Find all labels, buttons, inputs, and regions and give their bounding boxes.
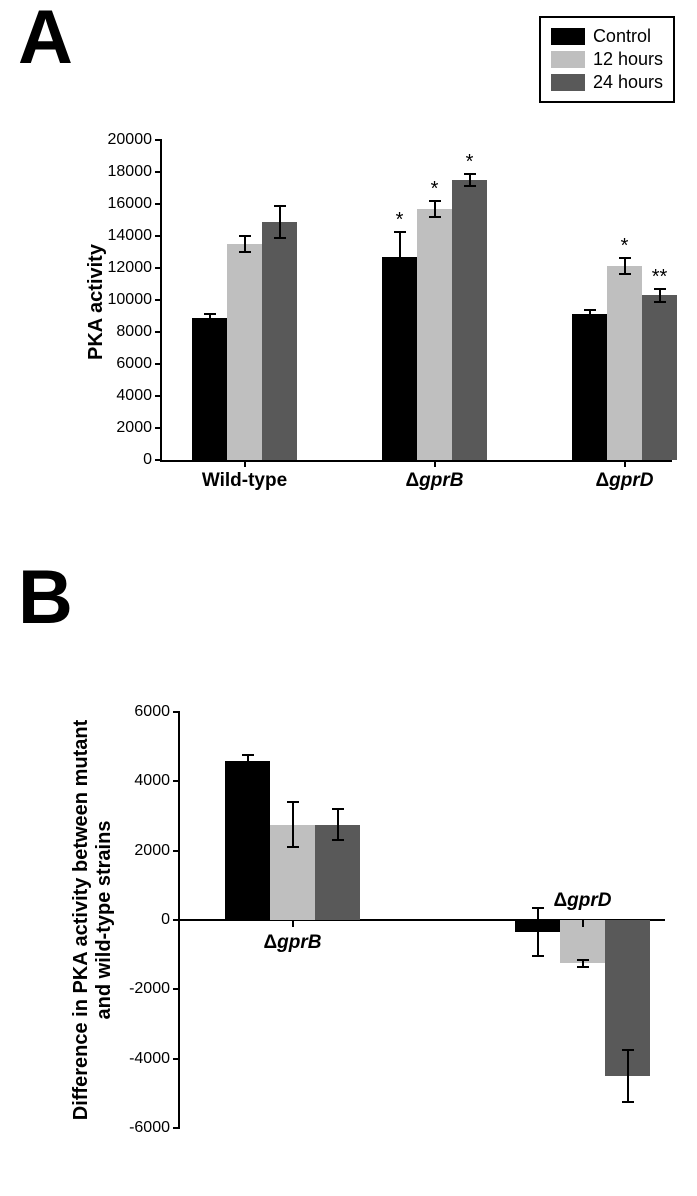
chart-b-errorbar — [537, 908, 539, 957]
chart-a-ytick-label: 2000 — [116, 419, 162, 437]
chart-a-group-label: ΔgprD — [596, 460, 654, 492]
chart-a-errorcap — [204, 313, 216, 315]
chart-a-errorcap — [394, 281, 406, 283]
chart-b-plot-area: -6000-4000-20000200040006000ΔgprBΔgprD — [178, 712, 665, 1128]
chart-b-bar — [225, 761, 270, 920]
chart-b-xtick — [582, 920, 584, 927]
chart-a-errorcap — [274, 205, 286, 207]
chart-a-errorcap — [464, 173, 476, 175]
chart-a-bar — [417, 209, 452, 460]
chart-b-errorbar — [337, 809, 339, 840]
legend-swatch-24h — [551, 74, 585, 91]
legend-label-12h: 12 hours — [593, 49, 663, 70]
chart-a-bar — [262, 222, 297, 460]
chart-a-errorcap — [274, 237, 286, 239]
chart-a-bar — [452, 180, 487, 460]
chart-b-ytick-label: -4000 — [129, 1050, 180, 1068]
chart-a-ytick-label: 12000 — [108, 259, 163, 277]
legend-box: Control 12 hours 24 hours — [539, 16, 675, 103]
chart-b-errorcap — [332, 839, 344, 841]
chart-a-bar — [642, 295, 677, 460]
legend-swatch-12h — [551, 51, 585, 68]
chart-a-errorbar — [279, 206, 281, 238]
chart-a-errorbar — [244, 236, 246, 252]
chart-a-significance-marker: * — [431, 179, 439, 199]
chart-a-errorcap — [619, 273, 631, 275]
chart-b-errorcap — [622, 1101, 634, 1103]
chart-a-errorcap — [429, 200, 441, 202]
figure-root: A Control 12 hours 24 hours 020004000600… — [0, 0, 697, 1196]
chart-b-errorcap — [532, 907, 544, 909]
chart-b-errorcap — [622, 1049, 634, 1051]
chart-a-ytick-label: 16000 — [108, 195, 163, 213]
chart-a-errorcap — [204, 321, 216, 323]
chart-a-ylabel: PKA activity — [85, 244, 108, 360]
chart-b-group-label: ΔgprB — [264, 932, 322, 954]
chart-a-errorbar — [624, 258, 626, 274]
chart-a-bar — [382, 257, 417, 460]
chart-a-errorcap — [239, 235, 251, 237]
chart-b-errorbar — [627, 1050, 629, 1102]
chart-a-errorcap — [654, 301, 666, 303]
chart-a-ytick-label: 0 — [143, 451, 162, 469]
chart-a-significance-marker: * — [396, 210, 404, 230]
chart-a-bar — [192, 318, 227, 460]
chart-a-bar — [227, 244, 262, 460]
chart-b-ytick-label: 2000 — [134, 842, 180, 860]
chart-a-errorcap — [394, 231, 406, 233]
chart-a-plot-area: 0200040006000800010000120001400016000180… — [160, 140, 672, 462]
chart-a-errorcap — [654, 288, 666, 290]
chart-a-ytick-label: 4000 — [116, 387, 162, 405]
chart-a-errorbar — [434, 201, 436, 217]
chart-a-errorbar — [399, 232, 401, 282]
chart-b-errorbar — [292, 802, 294, 847]
chart-b-errorcap — [287, 846, 299, 848]
chart-a-errorcap — [464, 185, 476, 187]
chart-a-significance-marker: ** — [652, 267, 668, 287]
chart-b-xtick — [292, 920, 294, 927]
legend-item-12h: 12 hours — [551, 49, 663, 70]
panel-letter-b: B — [18, 560, 73, 636]
chart-a-significance-marker: * — [466, 152, 474, 172]
legend-label-24h: 24 hours — [593, 72, 663, 93]
chart-b-ylabel: Difference in PKA activity between mutan… — [70, 705, 116, 1135]
chart-b: -6000-4000-20000200040006000ΔgprBΔgprD — [178, 712, 663, 1128]
chart-b-errorcap — [577, 959, 589, 961]
chart-b-ytick-label: -2000 — [129, 980, 180, 998]
chart-a-errorcap — [429, 216, 441, 218]
chart-b-errorcap — [332, 808, 344, 810]
chart-a-ytick-label: 8000 — [116, 323, 162, 341]
chart-b-group-label: ΔgprD — [554, 890, 612, 912]
chart-a-bar — [607, 266, 642, 460]
chart-b-ytick-label: 4000 — [134, 772, 180, 790]
chart-b-errorcap — [532, 955, 544, 957]
legend-item-control: Control — [551, 26, 663, 47]
chart-a-group-label: Wild-type — [202, 460, 287, 492]
chart-b-ytick-label: -6000 — [129, 1119, 180, 1137]
chart-a-errorcap — [239, 251, 251, 253]
chart-b-errorcap — [242, 754, 254, 756]
chart-a-ytick-label: 14000 — [108, 227, 163, 245]
chart-b-ytick-label: 6000 — [134, 703, 180, 721]
chart-a-significance-marker: * — [621, 236, 629, 256]
legend-swatch-control — [551, 28, 585, 45]
chart-a: 0200040006000800010000120001400016000180… — [160, 140, 670, 460]
chart-a-errorcap — [584, 318, 596, 320]
chart-a-ytick-label: 10000 — [108, 291, 163, 309]
chart-a-ytick-label: 6000 — [116, 355, 162, 373]
chart-a-errorcap — [584, 309, 596, 311]
chart-a-errorcap — [619, 257, 631, 259]
chart-b-errorcap — [577, 966, 589, 968]
chart-a-group-label: ΔgprB — [406, 460, 464, 492]
chart-a-ytick-label: 20000 — [108, 131, 163, 149]
chart-b-errorcap — [242, 765, 254, 767]
panel-letter-a: A — [18, 0, 73, 76]
chart-b-ytick-label: 0 — [161, 911, 180, 929]
chart-a-bar — [572, 314, 607, 460]
chart-b-errorcap — [287, 801, 299, 803]
legend-label-control: Control — [593, 26, 651, 47]
chart-a-ytick-label: 18000 — [108, 163, 163, 181]
legend-item-24h: 24 hours — [551, 72, 663, 93]
